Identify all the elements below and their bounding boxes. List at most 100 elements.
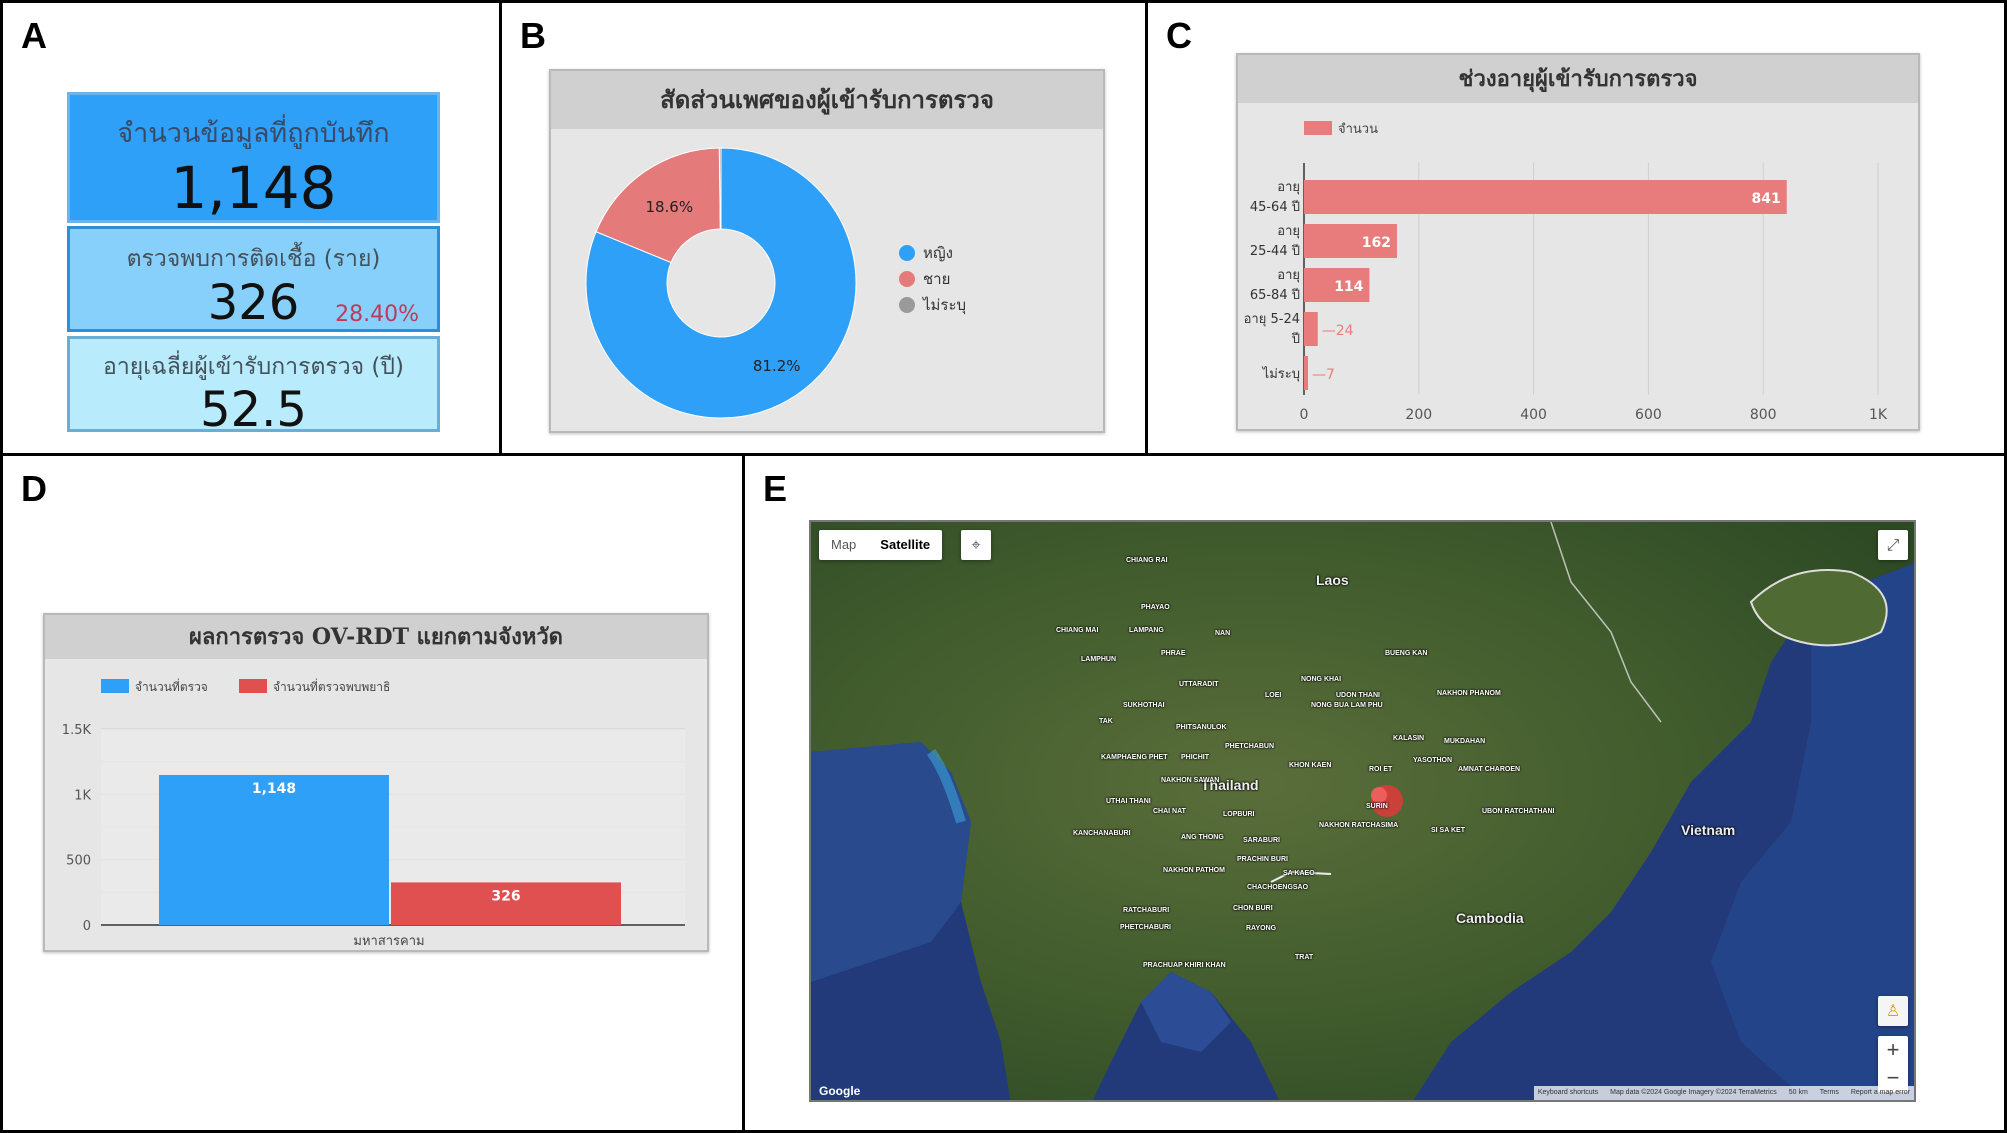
x-tick-label-2: 400 [1520,407,1547,423]
age-category-label-1-0: อายุ [1277,224,1300,239]
legend-marker-2 [899,297,915,313]
result-bar-value-1: 326 [491,888,520,904]
kpi-infected-value: 326 [207,275,300,331]
map-city-label: MUKDAHAN [1444,738,1486,745]
zoom-out-button[interactable]: − [1886,1065,1900,1090]
locate-icon[interactable]: ⌖ [961,530,991,560]
gender-chart-card: สัดส่วนเพศของผู้เข้ารับการตรวจ 81.2% 18.6… [549,69,1105,433]
panel-letter-b: B [520,15,546,56]
panel-c: C ช่วงอายุผู้เข้ารับการตรวจ 0 200 400 600 80… [1145,0,2007,456]
zoom-control[interactable]: + − [1878,1036,1908,1092]
age-bar-4 [1304,356,1309,390]
map-city-label: AMNAT CHAROEN [1458,766,1521,773]
map-city-label: ANG THONG [1181,834,1224,841]
map-city-label: SA KAEO [1283,870,1315,877]
map-city-label: SARABURI [1243,837,1280,844]
map-city-label: ROI ET [1369,766,1393,773]
satellite-map[interactable]: Laos Thailand Cambodia Vietnam CHIANG RAI PHA… [809,520,1916,1102]
kpi-age-value: 52.5 [200,382,307,438]
map-city-label: UTHAI THANI [1106,798,1151,805]
panel-a: A จำนวนข้อมูลที่ถูกบันทึก 1,148 ตรวจพบกา… [0,0,502,456]
age-bar-value-3: —24 [1322,323,1354,339]
donut-slice-2 [718,147,722,230]
age-bar-value-0: 841 [1751,191,1780,207]
age-bar-0 [1304,180,1787,214]
fullscreen-icon[interactable]: ⤢ [1878,530,1908,560]
map-city-label: SURIN [1366,803,1388,810]
keyboard-shortcuts-link[interactable]: Keyboard shortcuts [1537,1089,1599,1096]
map-country-label: Thailand [1201,777,1259,793]
x-tick-label-5: 1K [1869,407,1888,423]
map-type-map-button[interactable]: Map [831,537,857,552]
legend-marker [1304,121,1332,135]
terms-link[interactable]: Terms [1819,1089,1839,1096]
legend-label-1: ชาย [923,270,950,288]
age-category-label-3-0: อายุ 5-24 [1244,312,1300,327]
map-city-label: PHITSANULOK [1176,724,1227,731]
map-type-toggle[interactable]: Map Satellite [819,530,943,560]
result-chart-title: ผลการตรวจ OV-RDT แยกตามจังหวัด [45,615,707,659]
kpi-infected-title: ตรวจพบการติดเชื้อ (ราย) [126,246,381,272]
map-city-label: KANCHANABURI [1073,830,1131,837]
map-footer: Keyboard shortcuts Map data ©2024 Google… [1533,1086,1914,1100]
zoom-in-button[interactable]: + [1886,1037,1900,1062]
panel-letter-d: D [21,468,47,509]
age-bar-value-2: 114 [1334,279,1363,295]
age-category-label-4-0: ไม่ระบุ [1262,366,1300,382]
map-city-label: NAKHON PHANOM [1437,690,1501,697]
map-city-label: LAMPHUN [1081,656,1116,663]
map-type-satellite-button[interactable]: Satellite [880,537,931,552]
map-city-label: CHACHOENGSAO [1247,884,1309,891]
age-chart-title: ช่วงอายุผู้เข้ารับการตรวจ [1238,55,1918,103]
map-city-label: PHRAE [1161,650,1186,657]
kpi-average-age: อายุเฉลี่ยผู้เข้ารับการตรวจ (ปี) 52.5 [67,336,440,438]
y-tick-label-0: 0 [83,919,91,934]
kpi-infected: ตรวจพบการติดเชื้อ (ราย) 326 28.40% [67,226,440,332]
map-city-label: NAN [1215,630,1231,637]
panel-letter-a: A [21,15,47,56]
legend-label-2: ไม่ระบุ [922,296,966,315]
legend-label-0: หญิง [923,244,953,262]
map-city-label: PHETCHABURI [1120,924,1171,931]
age-bar-1 [1304,224,1397,258]
legend-marker-1 [899,271,915,287]
map-city-label: NONG KHAI [1301,676,1342,683]
x-tick-label-0: 0 [1300,407,1309,423]
x-tick-label-4: 800 [1750,407,1777,423]
pegman-icon[interactable]: ♙ [1878,996,1908,1026]
map-city-label: TRAT [1295,954,1314,961]
gender-chart-title: สัดส่วนเพศของผู้เข้ารับการตรวจ [551,71,1103,129]
result-bar-1 [391,882,621,925]
age-category-label-3-1: ปี [1291,331,1300,347]
age-bar-chart: 0 200 400 600 800 1K จำนวน 841 อายุ 45-64 ปี 162 อา… [1244,121,1888,423]
panel-e: E [742,453,2007,1133]
map-city-label: NONG BUA LAM PHU [1311,702,1383,709]
google-logo: Google [819,1084,861,1098]
map-city-label: SI SA KET [1431,827,1465,834]
y-tick-label-2: 1K [74,788,91,803]
map-city-label: CHIANG MAI [1056,627,1099,634]
map-city-label: SUKHOTHAI [1123,702,1165,709]
age-category-label-2-1: 65-84 ปี [1250,287,1300,303]
map-city-label: KHON KAEN [1289,762,1332,769]
age-bar-3 [1304,312,1318,346]
map-attribution: Map data ©2024 Google Imagery ©2024 Terr… [1610,1089,1777,1096]
map-city-label: YASOTHON [1413,757,1453,764]
map-scale: 50 km [1788,1089,1808,1096]
map-city-label: UTTARADIT [1179,681,1219,688]
legend-marker-0 [101,679,129,693]
panel-letter-e: E [763,468,788,509]
x-category-label: มหาสารคาม [353,934,424,949]
age-category-label-0-1: 45-64 ปี [1250,199,1300,215]
result-bar-0 [159,774,389,925]
report-error-link[interactable]: Report a map error [1850,1089,1910,1096]
map-city-label: UDON THANI [1336,692,1380,699]
map-city-label: NAKHON PATHOM [1163,867,1225,874]
map-imagery [811,522,1914,1100]
x-tick-label-3: 600 [1635,407,1662,423]
map-city-label: PHETCHABUN [1225,743,1274,750]
map-city-label: PRACHUAP KHIRI KHAN [1143,962,1226,969]
donut-slice-0 [585,147,857,419]
result-chart-card: ผลการตรวจ OV-RDT แยกตามจังหวัด 0 500 1K 1.5… [43,613,709,952]
